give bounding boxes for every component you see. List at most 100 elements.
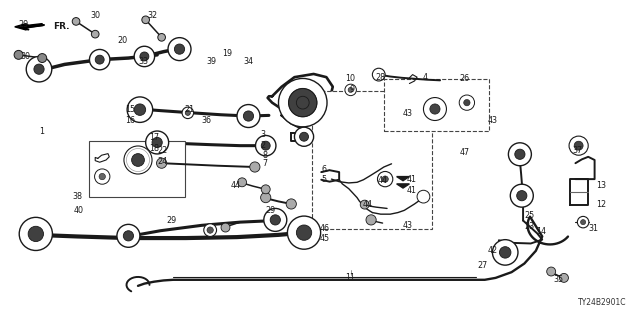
Circle shape xyxy=(243,111,253,121)
Text: 20: 20 xyxy=(117,36,127,45)
Text: 36: 36 xyxy=(202,116,212,125)
Circle shape xyxy=(577,216,589,228)
Circle shape xyxy=(508,143,531,166)
Circle shape xyxy=(264,208,287,231)
Circle shape xyxy=(204,224,216,236)
Text: 26: 26 xyxy=(460,74,469,83)
Circle shape xyxy=(287,216,321,249)
Circle shape xyxy=(515,149,525,159)
Text: 27: 27 xyxy=(477,261,487,270)
Circle shape xyxy=(289,89,317,117)
Circle shape xyxy=(417,190,430,203)
Circle shape xyxy=(124,231,134,241)
Text: 15: 15 xyxy=(125,105,135,114)
Text: TY24B2901C: TY24B2901C xyxy=(578,298,627,307)
Text: 44: 44 xyxy=(230,181,240,190)
Circle shape xyxy=(34,64,44,74)
Circle shape xyxy=(142,16,150,24)
Circle shape xyxy=(345,84,356,96)
Text: 44: 44 xyxy=(378,176,388,185)
Circle shape xyxy=(38,53,47,62)
Text: 13: 13 xyxy=(596,181,606,190)
Circle shape xyxy=(185,110,190,116)
Polygon shape xyxy=(397,184,410,188)
Text: 25: 25 xyxy=(524,211,534,220)
Text: 45: 45 xyxy=(319,234,330,243)
Circle shape xyxy=(134,104,146,116)
Bar xyxy=(384,79,489,131)
Text: 29: 29 xyxy=(18,20,28,29)
Circle shape xyxy=(26,56,52,82)
Circle shape xyxy=(95,55,104,64)
Text: 41: 41 xyxy=(406,186,416,195)
Circle shape xyxy=(300,132,308,141)
Circle shape xyxy=(296,96,309,109)
Text: 18: 18 xyxy=(149,144,159,153)
Text: 19: 19 xyxy=(222,49,232,58)
Text: 43: 43 xyxy=(487,116,497,125)
Text: 43: 43 xyxy=(403,221,413,230)
Polygon shape xyxy=(15,24,26,30)
Text: 46: 46 xyxy=(319,224,330,233)
Circle shape xyxy=(72,18,80,25)
Circle shape xyxy=(152,137,163,148)
Text: 30: 30 xyxy=(90,11,100,20)
Text: 23: 23 xyxy=(524,222,534,231)
Circle shape xyxy=(286,199,296,209)
Text: 29: 29 xyxy=(265,206,275,215)
Circle shape xyxy=(168,38,191,60)
Circle shape xyxy=(117,224,140,247)
Text: 42: 42 xyxy=(488,246,497,255)
Circle shape xyxy=(289,89,317,117)
Circle shape xyxy=(250,162,260,172)
Text: 32: 32 xyxy=(147,11,157,20)
Text: 17: 17 xyxy=(149,133,159,142)
Text: 3: 3 xyxy=(260,130,266,139)
Circle shape xyxy=(348,87,353,92)
Circle shape xyxy=(19,217,52,251)
Circle shape xyxy=(99,173,106,180)
Circle shape xyxy=(360,200,369,209)
Polygon shape xyxy=(397,177,410,181)
Circle shape xyxy=(294,127,314,146)
Text: 5: 5 xyxy=(321,175,326,184)
Text: 40: 40 xyxy=(74,206,84,215)
Text: 41: 41 xyxy=(406,175,416,184)
Text: 4: 4 xyxy=(422,73,427,82)
Circle shape xyxy=(382,176,388,182)
Circle shape xyxy=(140,52,149,61)
Circle shape xyxy=(221,223,230,232)
Text: 44: 44 xyxy=(363,200,372,209)
Text: 11: 11 xyxy=(346,273,356,282)
Circle shape xyxy=(132,154,145,166)
Circle shape xyxy=(499,247,511,258)
Text: 7: 7 xyxy=(262,159,268,168)
Text: 33: 33 xyxy=(138,57,148,66)
Circle shape xyxy=(260,193,271,203)
Circle shape xyxy=(296,225,312,240)
Circle shape xyxy=(460,95,474,110)
Circle shape xyxy=(261,185,270,194)
Circle shape xyxy=(464,100,470,106)
Circle shape xyxy=(182,107,193,119)
Circle shape xyxy=(559,273,568,282)
Text: 29: 29 xyxy=(166,216,177,225)
Circle shape xyxy=(424,98,447,121)
Circle shape xyxy=(372,68,385,81)
Text: 38: 38 xyxy=(72,192,83,201)
Circle shape xyxy=(270,215,280,225)
Text: 28: 28 xyxy=(375,73,385,82)
Circle shape xyxy=(378,172,393,187)
Circle shape xyxy=(28,226,44,242)
Circle shape xyxy=(127,97,153,123)
Text: 35: 35 xyxy=(554,275,564,284)
Circle shape xyxy=(237,178,246,187)
Circle shape xyxy=(174,44,184,54)
Bar xyxy=(89,141,184,197)
Text: 34: 34 xyxy=(243,57,253,66)
Text: 6: 6 xyxy=(321,165,326,174)
Circle shape xyxy=(146,131,169,154)
Text: 8: 8 xyxy=(262,151,268,160)
Text: 43: 43 xyxy=(403,109,413,118)
Text: 31: 31 xyxy=(588,224,598,233)
